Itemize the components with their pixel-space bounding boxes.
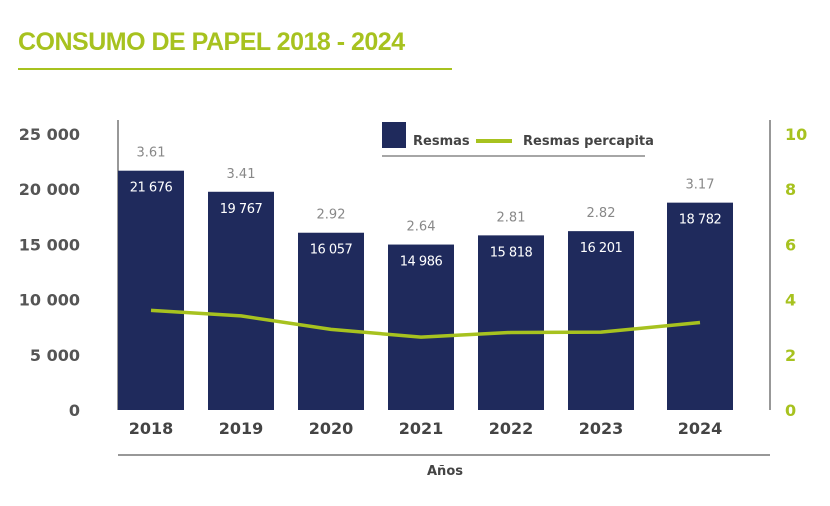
percapita-value-label: 2.82 — [587, 206, 616, 221]
y-tick-label: 25 000 — [19, 125, 80, 144]
percapita-value-label: 2.64 — [407, 220, 436, 235]
y2-tick-label: 6 — [785, 235, 796, 254]
x-tick-label: 2024 — [678, 419, 723, 438]
title-underline — [18, 68, 452, 70]
x-axis-label: Años — [427, 464, 463, 479]
percapita-value-label: 2.81 — [497, 210, 526, 225]
bar-2023 — [568, 231, 634, 410]
bar-2024 — [667, 202, 733, 410]
y2-tick-label: 2 — [785, 346, 796, 365]
percapita-value-label: 3.41 — [227, 167, 256, 182]
y-tick-label: 15 000 — [19, 235, 80, 254]
bar-2022 — [478, 235, 544, 410]
y-tick-label: 20 000 — [19, 180, 80, 199]
bar-value-label: 18 782 — [679, 213, 722, 228]
y2-tick-label: 8 — [785, 180, 796, 199]
percapita-value-label: 3.61 — [137, 146, 166, 161]
legend-resmas-label: Resmas — [413, 134, 470, 149]
x-tick-label: 2022 — [489, 419, 534, 438]
chart-title: CONSUMO DE PAPEL 2018 - 2024 — [18, 28, 405, 56]
bar-value-label: 15 818 — [490, 245, 533, 260]
y-tick-label: 10 000 — [19, 291, 80, 310]
bar-value-label: 16 057 — [310, 243, 353, 258]
y2-tick-label: 4 — [785, 291, 796, 310]
legend-resmas-swatch — [382, 122, 406, 148]
bar-value-label: 21 676 — [130, 181, 173, 196]
x-tick-label: 2021 — [399, 419, 444, 438]
x-tick-label: 2023 — [579, 419, 624, 438]
bar-value-label: 14 986 — [400, 255, 443, 270]
percapita-value-label: 2.92 — [317, 208, 346, 223]
bar-2021 — [388, 244, 454, 410]
y2-tick-label: 0 — [785, 401, 796, 420]
y2-tick-label: 10 — [785, 125, 807, 144]
percapita-value-label: 3.17 — [686, 178, 715, 193]
legend-percapita-label: Resmas percapita — [523, 134, 654, 149]
x-tick-label: 2018 — [129, 419, 174, 438]
bar-value-label: 19 767 — [220, 202, 263, 217]
x-tick-label: 2020 — [309, 419, 354, 438]
y-tick-label: 5 000 — [30, 346, 80, 365]
x-tick-label: 2019 — [219, 419, 264, 438]
bar-value-label: 16 201 — [580, 241, 623, 256]
bar-2020 — [298, 232, 364, 410]
y-tick-label: 0 — [69, 401, 80, 420]
bar-2018 — [118, 170, 184, 410]
bar-2019 — [208, 191, 274, 410]
